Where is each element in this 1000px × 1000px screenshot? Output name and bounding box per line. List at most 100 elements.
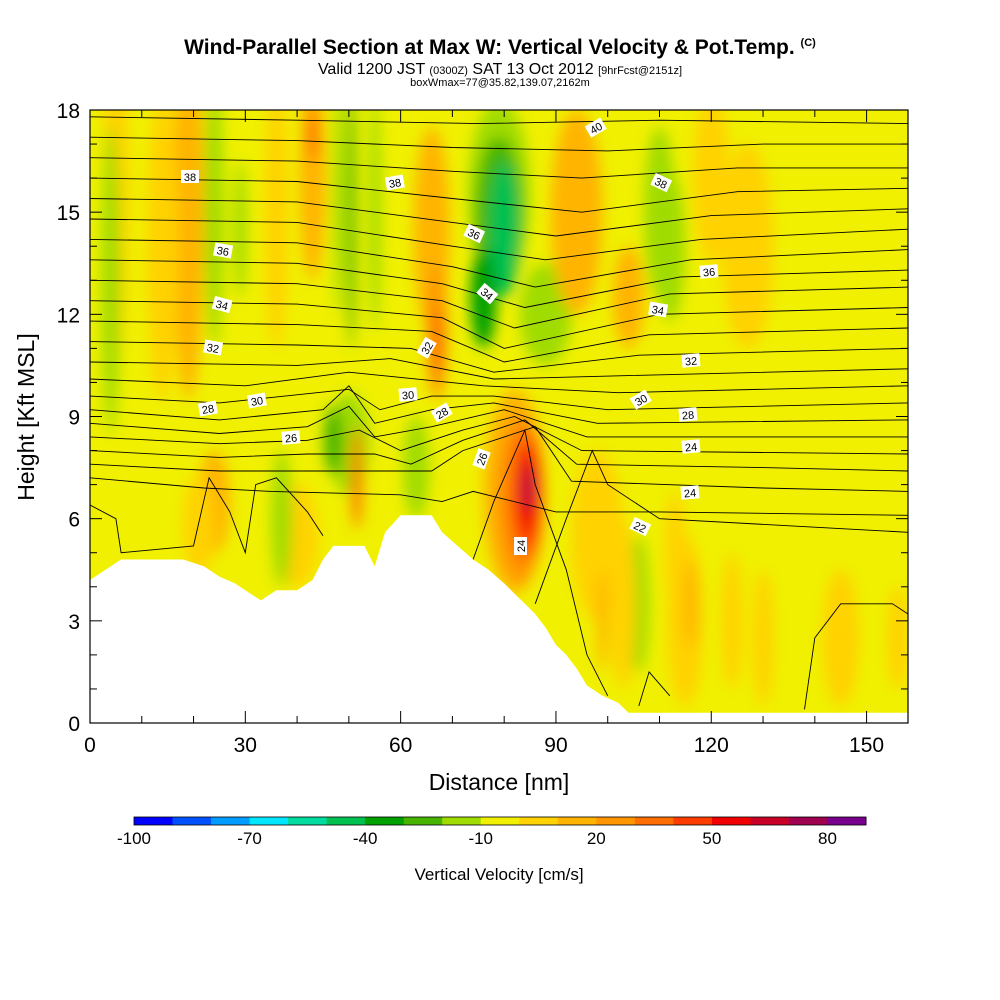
chart-subtitle: Valid 1200 JST (0300Z) SAT 13 Oct 2012 […	[317, 61, 683, 78]
contour-label-bg	[246, 392, 267, 409]
velocity-cell	[146, 110, 179, 400]
contour-label-bg	[681, 353, 701, 368]
contour-label-bg	[384, 174, 405, 191]
velocity-cell	[654, 171, 686, 322]
colorbar-swatch	[403, 817, 443, 825]
theta-contour	[90, 198, 908, 237]
colorbar-tick-label: 50	[702, 829, 721, 848]
contour-label-text: 24	[684, 441, 697, 454]
y-tick-label: 15	[57, 202, 80, 225]
contour-label-text: 34	[214, 299, 229, 314]
contour-label: 30	[246, 392, 267, 409]
contour-label-text: 32	[684, 355, 697, 368]
theta-contour	[534, 449, 908, 604]
velocity-cell	[610, 518, 637, 689]
contour-label: 36	[213, 242, 234, 259]
y-tick-label: 12	[57, 304, 80, 327]
colorbar-tick-label: -40	[353, 829, 378, 848]
colorbar-swatch	[596, 817, 636, 825]
contour-label-text: 36	[702, 266, 715, 279]
contour-label-bg	[629, 516, 652, 537]
x-tick-label: 120	[694, 734, 729, 757]
x-tick-label: 150	[849, 734, 884, 757]
y-tick-label: 3	[68, 611, 80, 634]
velocity-cell	[550, 110, 603, 315]
contour-label-bg	[197, 400, 218, 417]
contour-label-text: 28	[434, 406, 451, 423]
contour-label: 30	[629, 389, 652, 410]
velocity-cell	[403, 416, 430, 519]
colorbar-swatch	[172, 817, 212, 825]
contour-label-bg	[281, 430, 301, 445]
velocity-blobs	[101, 110, 908, 706]
colorbar-tick-label: 80	[818, 829, 837, 848]
chart-title: Wind-Parallel Section at Max W: Vertical…	[184, 36, 816, 59]
velocity-cell	[822, 569, 859, 706]
colorbar-swatch	[480, 817, 520, 825]
velocity-cell	[333, 110, 344, 315]
contour-label: 34	[648, 301, 669, 318]
contour-label-text: 30	[633, 393, 650, 410]
contour-label-text: 28	[201, 403, 215, 417]
contour-label-text: 22	[631, 520, 647, 536]
colorbar-swatch	[211, 817, 251, 825]
colorbar-swatch	[442, 817, 482, 825]
velocity-cell	[683, 559, 698, 649]
velocity-cell	[525, 470, 532, 506]
theta-contour	[90, 238, 908, 288]
theta-contour	[90, 358, 908, 380]
velocity-cell	[183, 474, 215, 577]
colorbar-swatch	[134, 817, 174, 825]
velocity-cell	[347, 110, 356, 349]
contour-label-bg	[181, 170, 199, 183]
x-tick-label: 60	[389, 734, 412, 757]
terrain-mask	[90, 515, 908, 723]
contour-label: 30	[398, 387, 418, 403]
contour-label-bg	[211, 295, 233, 314]
velocity-cell	[887, 586, 908, 689]
contour-label-text: 36	[216, 245, 230, 259]
colorbar-swatch	[557, 817, 597, 825]
potential-temperature-contours	[90, 116, 908, 710]
y-axis-label: Height [Kft MSL]	[13, 333, 39, 500]
terrain	[90, 515, 908, 723]
contour-label-text: 40	[588, 121, 605, 138]
velocity-cell	[612, 246, 644, 349]
contour-label-bg	[472, 448, 491, 470]
colorbar-swatch	[750, 817, 790, 825]
y-tick-label: 18	[57, 100, 80, 123]
contour-label-bg	[699, 264, 719, 279]
contour-label-bg	[584, 117, 607, 138]
contour-label-text: 26	[475, 452, 490, 468]
velocity-cell	[264, 110, 288, 349]
contour-label-bg	[476, 282, 499, 305]
y-tick-label: 0	[68, 713, 80, 736]
contour-label-bg	[203, 339, 224, 356]
velocity-cell	[664, 491, 686, 615]
contour-label: 28	[197, 400, 218, 417]
colorbar-swatch	[326, 817, 366, 825]
theta-contour	[90, 477, 908, 516]
contour-label: 36	[699, 264, 719, 280]
colorbar-swatch	[788, 817, 828, 825]
contour-label-text: 34	[651, 304, 665, 318]
contour-label: 22	[629, 516, 652, 537]
contour-label-text: 26	[284, 432, 297, 445]
contour-label-text: 28	[681, 409, 694, 422]
colorbar-label: Vertical Velocity [cm/s]	[414, 865, 583, 884]
velocity-cell	[233, 161, 247, 298]
contour-label: 24	[514, 537, 528, 555]
contour-label: 28	[678, 407, 698, 423]
velocity-cell	[324, 406, 343, 475]
theta-contour	[90, 416, 908, 455]
velocity-cell	[721, 552, 743, 689]
x-tick-label: 0	[84, 734, 96, 757]
velocity-cell	[519, 263, 572, 366]
contour-label-bg	[681, 439, 701, 454]
contour-label-bg	[648, 301, 669, 318]
contour-label-text: 38	[388, 177, 402, 191]
contour-label-text: 30	[401, 389, 414, 402]
contour-label-bg	[398, 387, 418, 402]
colorbar-tick-label: -10	[468, 829, 493, 848]
colorbar-tick-label: -70	[237, 829, 262, 848]
